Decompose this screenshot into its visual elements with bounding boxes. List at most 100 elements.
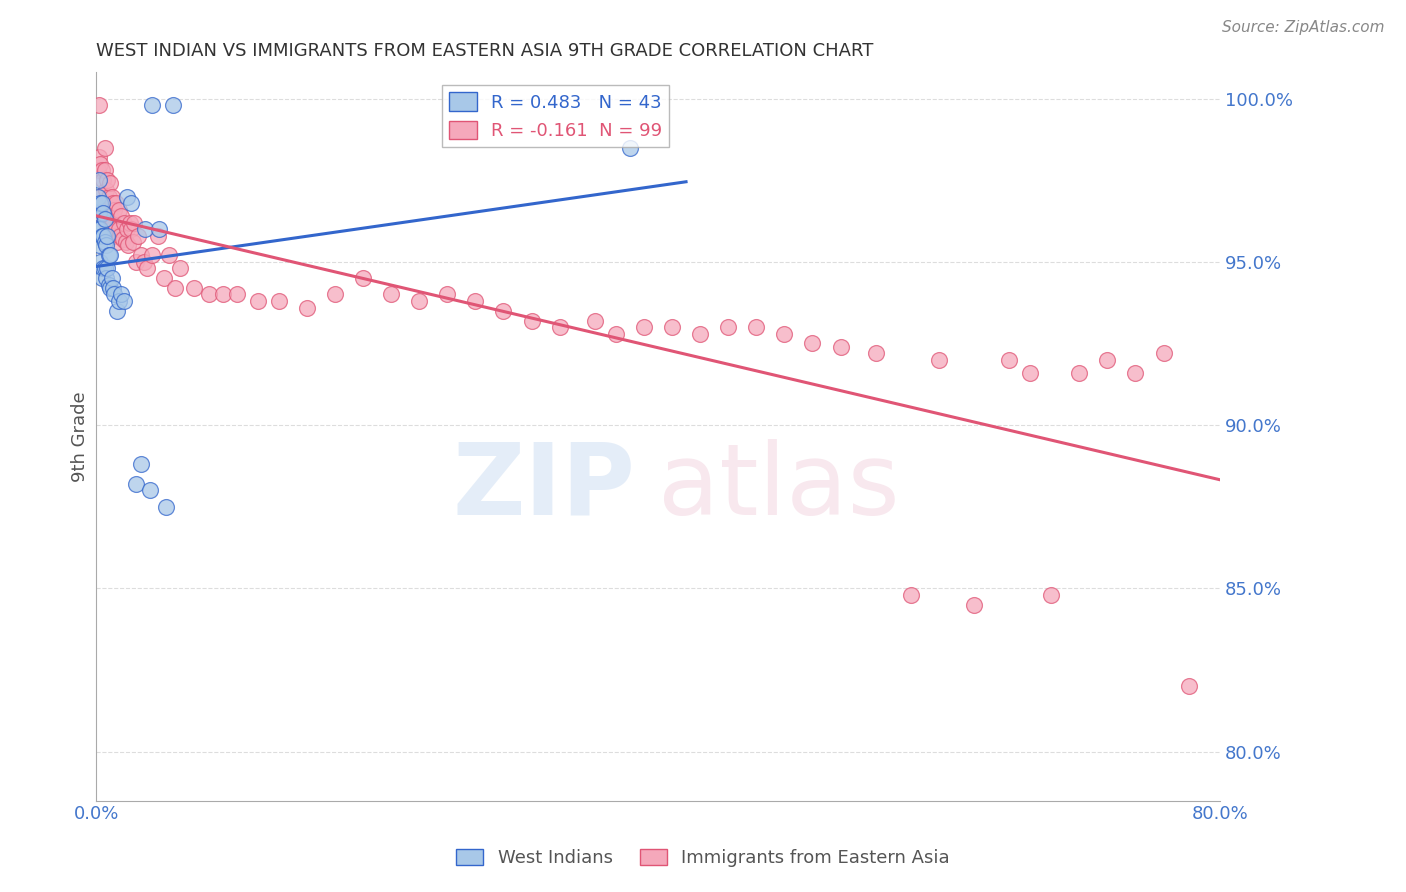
Point: [90, 196, 112, 211]
Point: [141, 98, 163, 112]
Point: [96, 261, 118, 276]
Point: [115, 189, 138, 203]
Point: [97, 277, 120, 292]
Point: [107, 202, 129, 217]
Point: [436, 287, 458, 301]
Text: WEST INDIAN VS IMMIGRANTS FROM EASTERN ASIA 9TH GRADE CORRELATION CHART: WEST INDIAN VS IMMIGRANTS FROM EASTERN A…: [96, 42, 873, 60]
Point: [801, 336, 824, 351]
Point: [225, 287, 247, 301]
Text: Source: ZipAtlas.com: Source: ZipAtlas.com: [1222, 20, 1385, 35]
Point: [105, 235, 128, 250]
Point: [129, 457, 152, 471]
Point: [717, 320, 740, 334]
Point: [352, 271, 374, 285]
Point: [100, 271, 122, 285]
Point: [89, 255, 111, 269]
Point: [162, 98, 184, 112]
Point: [89, 222, 111, 236]
Point: [105, 303, 128, 318]
Point: [87, 238, 110, 252]
Point: [1125, 366, 1147, 380]
Point: [830, 340, 852, 354]
Text: atlas: atlas: [658, 439, 900, 536]
Point: [94, 183, 117, 197]
Point: [103, 287, 125, 301]
Point: [87, 150, 110, 164]
Point: [963, 598, 986, 612]
Point: [104, 222, 127, 236]
Point: [246, 293, 269, 308]
Point: [100, 222, 122, 236]
Point: [91, 173, 114, 187]
Point: [120, 222, 142, 236]
Point: [111, 232, 134, 246]
Point: [115, 222, 138, 236]
Point: [157, 248, 180, 262]
Point: [135, 261, 157, 276]
Point: [103, 202, 125, 217]
Legend: R = 0.483   N = 43, R = -0.161  N = 99: R = 0.483 N = 43, R = -0.161 N = 99: [443, 85, 669, 147]
Point: [1178, 679, 1201, 693]
Point: [138, 483, 160, 498]
Point: [96, 228, 118, 243]
Point: [96, 209, 118, 223]
Point: [745, 320, 768, 334]
Point: [689, 326, 711, 341]
Point: [87, 173, 110, 187]
Point: [91, 228, 114, 243]
Point: [408, 293, 430, 308]
Point: [110, 209, 132, 223]
Point: [117, 238, 139, 252]
Point: [87, 98, 110, 112]
Point: [107, 222, 129, 236]
Point: [1040, 588, 1063, 602]
Point: [633, 320, 655, 334]
Point: [100, 189, 122, 203]
Point: [605, 326, 627, 341]
Point: [90, 163, 112, 178]
Point: [183, 281, 205, 295]
Point: [93, 261, 115, 276]
Point: [124, 255, 146, 269]
Point: [89, 157, 111, 171]
Point: [98, 209, 121, 223]
Point: [295, 301, 318, 315]
Point: [267, 293, 290, 308]
Point: [1097, 352, 1119, 367]
Point: [90, 196, 112, 211]
Point: [93, 212, 115, 227]
Point: [127, 228, 149, 243]
Point: [114, 235, 136, 250]
Point: [98, 281, 121, 295]
Point: [464, 293, 486, 308]
Point: [773, 326, 796, 341]
Point: [900, 588, 922, 602]
Point: [86, 189, 108, 203]
Point: [112, 293, 135, 308]
Point: [865, 346, 887, 360]
Y-axis label: 9th Grade: 9th Grade: [72, 392, 89, 482]
Point: [93, 163, 115, 178]
Point: [155, 500, 177, 514]
Point: [108, 228, 131, 243]
Point: [520, 313, 543, 327]
Point: [148, 222, 170, 236]
Point: [94, 238, 117, 252]
Point: [1153, 346, 1175, 360]
Point: [101, 281, 124, 295]
Point: [96, 173, 118, 187]
Point: [103, 228, 125, 243]
Point: [928, 352, 950, 367]
Point: [89, 189, 111, 203]
Point: [141, 248, 163, 262]
Point: [152, 271, 174, 285]
Point: [492, 303, 515, 318]
Point: [91, 209, 114, 223]
Point: [110, 287, 132, 301]
Point: [91, 206, 114, 220]
Point: [118, 216, 141, 230]
Point: [1019, 366, 1042, 380]
Point: [122, 216, 145, 230]
Legend: West Indians, Immigrants from Eastern Asia: West Indians, Immigrants from Eastern As…: [449, 841, 957, 874]
Point: [121, 235, 143, 250]
